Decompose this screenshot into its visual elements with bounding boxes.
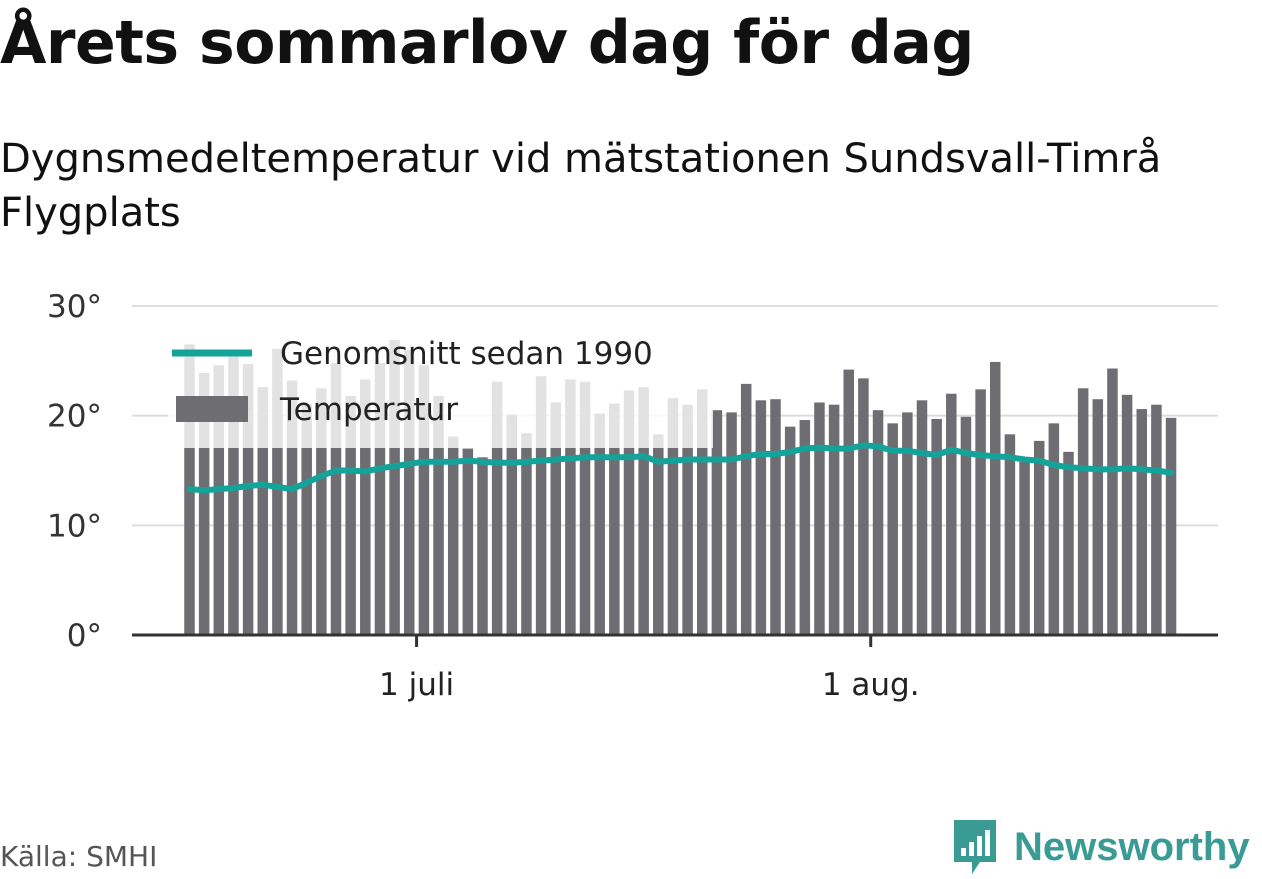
temperature-bar — [1151, 404, 1162, 635]
temperature-bar — [330, 363, 342, 635]
temperature-bar — [550, 402, 561, 635]
temperature-bar — [360, 379, 371, 635]
temperature-bar — [711, 410, 723, 635]
temperature-bar — [858, 378, 869, 635]
temperature-bar — [1019, 461, 1030, 635]
legend-label: Genomsnitt sedan 1990 — [280, 336, 653, 372]
temperature-bar — [872, 410, 884, 635]
average-line-path — [186, 442, 1175, 494]
x-tick-label: 1 juli — [379, 667, 454, 703]
temperature-bar — [404, 349, 415, 635]
temperature-bar — [272, 348, 283, 635]
temperature-bar — [579, 381, 591, 635]
legend-background — [168, 326, 713, 448]
newsworthy-logo-icon — [954, 820, 996, 874]
temperature-bar — [653, 434, 664, 635]
temperature-bar — [682, 404, 693, 635]
page-title: Årets sommarlov dag för dag — [0, 8, 974, 78]
temperature-bar — [1107, 368, 1118, 635]
temperature-bar — [301, 403, 312, 635]
temperature-bar — [902, 412, 913, 635]
temperature-bar — [990, 361, 1001, 635]
temperature-bar — [1121, 394, 1133, 635]
temperature-bar — [1033, 440, 1045, 635]
temperature-bar — [784, 426, 796, 635]
temperature-bar — [1092, 399, 1104, 635]
temperature-bar — [198, 372, 210, 635]
chart-subtitle: Dygnsmedeltemperatur vid mätstationen Su… — [0, 136, 1162, 236]
temperature-bar — [887, 423, 898, 635]
temperature-bar — [462, 448, 474, 635]
axes: 30° 20° 10° 0° 1 juli 1 aug. — [47, 289, 1218, 703]
legend: Genomsnitt sedan 1990 Temperatur — [168, 326, 713, 448]
temperature-bar — [828, 404, 840, 635]
temperature-bar — [638, 387, 649, 635]
x-tick-label: 1 aug. — [822, 667, 920, 703]
newsworthy-logo[interactable]: Newsworthy — [950, 818, 1250, 876]
temperature-bar — [535, 376, 547, 635]
temperature-chart: 30° 20° 10° 0° 1 juli 1 aug. Genomsnitt sedan… — [47, 289, 1218, 703]
temperature-bar — [931, 418, 942, 635]
temperature-bar — [286, 380, 298, 635]
temperature-bar — [389, 339, 400, 635]
temperature-bar — [1165, 417, 1177, 635]
temperature-bar — [814, 402, 825, 635]
legend-bar-swatch — [176, 396, 248, 422]
temperature-bar — [594, 413, 605, 635]
temperature-bar — [565, 379, 576, 635]
temperature-bar — [374, 363, 386, 635]
bars — [184, 339, 1177, 635]
temperature-bar — [916, 400, 928, 635]
temperature-bar — [418, 365, 430, 635]
y-tick-label: 10° — [47, 508, 102, 544]
temperature-bar — [491, 381, 503, 635]
temperature-bar — [447, 436, 459, 635]
temperature-bar — [740, 383, 752, 635]
temperature-bar — [228, 352, 239, 635]
temperature-bar — [623, 390, 635, 635]
temperature-bar — [667, 398, 679, 635]
temperature-bar — [946, 393, 957, 635]
temperature-bar — [843, 369, 854, 635]
temperature-bar — [477, 457, 488, 635]
brand-name: Newsworthy — [1014, 824, 1250, 869]
temperature-bar — [316, 388, 327, 635]
temperature-bar — [726, 412, 737, 635]
temperature-bar — [433, 395, 444, 635]
average-line — [186, 442, 1175, 494]
temperature-bar — [506, 414, 518, 635]
y-tick-label: 30° — [47, 289, 102, 325]
temperature-bar — [960, 416, 972, 635]
temperature-bar — [799, 420, 811, 635]
y-tick-label: 20° — [47, 399, 102, 435]
temperature-bar — [1077, 388, 1089, 635]
legend-label: Temperatur — [279, 392, 458, 428]
temperature-bar — [257, 387, 268, 635]
temperature-bar — [1063, 451, 1074, 635]
temperature-bar — [242, 364, 254, 635]
y-tick-label: 0° — [67, 618, 102, 654]
temperature-bar — [213, 365, 225, 635]
temperature-bar — [1004, 434, 1016, 635]
temperature-bar — [770, 399, 781, 635]
temperature-bar — [345, 395, 356, 635]
temperature-bar — [521, 433, 532, 635]
temperature-bar — [1136, 409, 1147, 635]
temperature-bar — [1048, 423, 1060, 635]
temperature-bar — [609, 403, 620, 635]
source-note: Källa: SMHI — [0, 840, 158, 873]
temperature-bar — [755, 400, 767, 635]
temperature-bar — [697, 389, 708, 635]
temperature-bar — [975, 389, 986, 635]
